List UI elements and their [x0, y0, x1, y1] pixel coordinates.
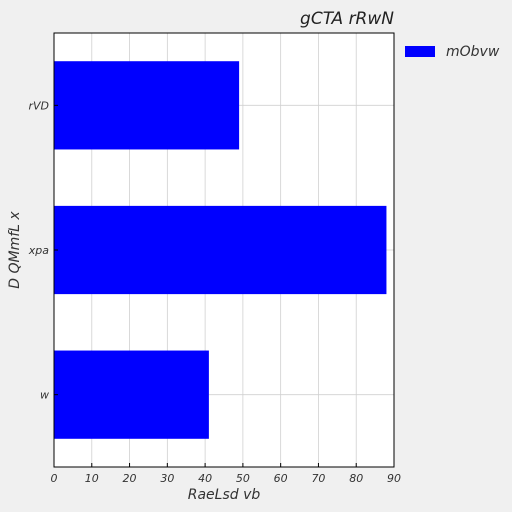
x-tick-label: 10 [85, 472, 99, 485]
x-tick-label: 50 [236, 472, 250, 485]
legend-swatch [405, 46, 435, 57]
x-axis-label: RaeLsd vb [188, 487, 261, 503]
x-tick-label: 20 [123, 472, 137, 485]
x-ticks: 0 10 20 30 40 50 60 70 80 90 [51, 463, 401, 485]
x-tick-label: 30 [160, 472, 174, 485]
bar-xpa [54, 205, 387, 295]
legend-label: mObvw [446, 44, 500, 60]
bar-rVD [54, 61, 240, 150]
y-axis-label: D QMmfL x [7, 211, 23, 289]
x-tick-label: 60 [274, 472, 288, 485]
y-tick-label: rVD [28, 99, 49, 112]
x-tick-label: 80 [349, 472, 363, 485]
x-tick-label: 70 [311, 472, 325, 485]
bars [54, 61, 387, 439]
bar-w [54, 350, 209, 439]
y-ticks: rVD xpa w [28, 99, 58, 402]
y-tick-label: xpa [28, 244, 49, 257]
legend: mObvw [405, 44, 500, 60]
chart-title: gCTA rRwN [300, 9, 394, 29]
x-tick-label: 40 [198, 472, 212, 485]
x-tick-label: 0 [51, 472, 58, 485]
x-tick-label: 90 [387, 472, 401, 485]
y-tick-label: w [40, 389, 49, 402]
